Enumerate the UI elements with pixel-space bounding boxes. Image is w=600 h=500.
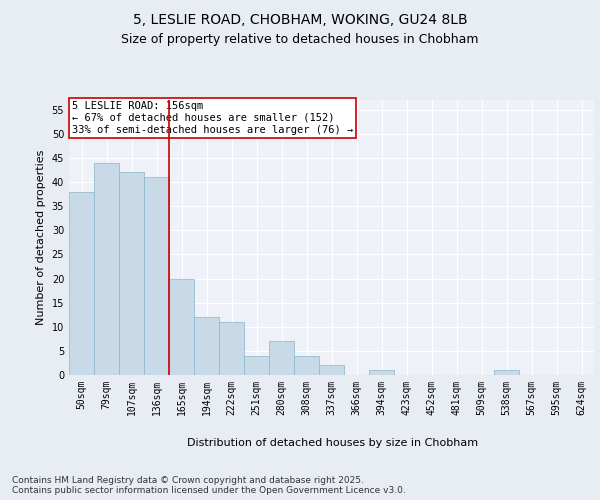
Bar xyxy=(169,278,194,375)
Bar xyxy=(194,317,219,375)
Bar xyxy=(219,322,244,375)
Text: Size of property relative to detached houses in Chobham: Size of property relative to detached ho… xyxy=(121,32,479,46)
Bar xyxy=(294,356,319,375)
Bar xyxy=(69,192,94,375)
Bar xyxy=(244,356,269,375)
Bar xyxy=(319,366,344,375)
Bar xyxy=(94,162,119,375)
Bar xyxy=(369,370,394,375)
Bar xyxy=(144,177,169,375)
Bar xyxy=(119,172,144,375)
Y-axis label: Number of detached properties: Number of detached properties xyxy=(36,150,46,325)
Text: 5 LESLIE ROAD: 156sqm
← 67% of detached houses are smaller (152)
33% of semi-det: 5 LESLIE ROAD: 156sqm ← 67% of detached … xyxy=(71,102,353,134)
Text: Contains HM Land Registry data © Crown copyright and database right 2025.
Contai: Contains HM Land Registry data © Crown c… xyxy=(12,476,406,495)
Text: 5, LESLIE ROAD, CHOBHAM, WOKING, GU24 8LB: 5, LESLIE ROAD, CHOBHAM, WOKING, GU24 8L… xyxy=(133,12,467,26)
Text: Distribution of detached houses by size in Chobham: Distribution of detached houses by size … xyxy=(187,438,479,448)
Bar xyxy=(269,341,294,375)
Bar xyxy=(494,370,519,375)
